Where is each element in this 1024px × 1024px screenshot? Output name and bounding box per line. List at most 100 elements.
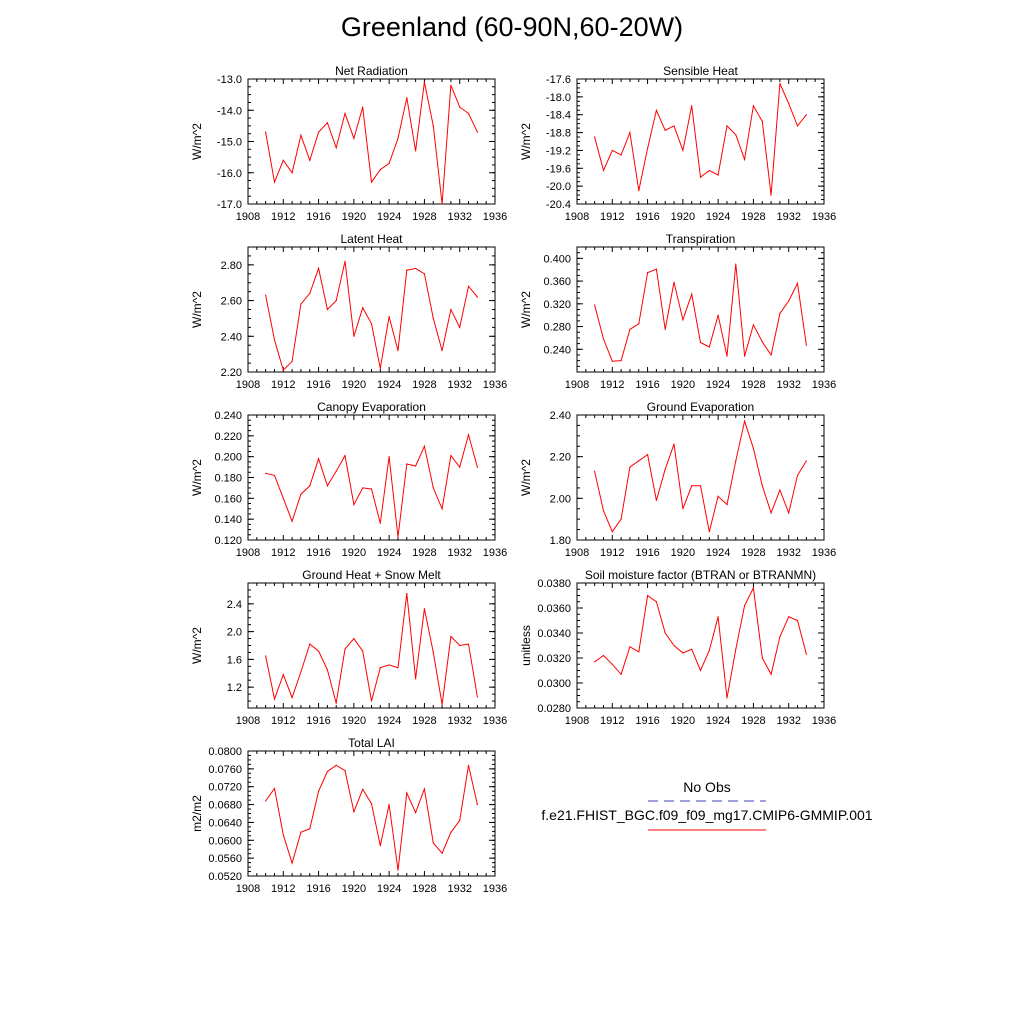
- x-tick-label: 1928: [741, 211, 765, 223]
- data-point: [744, 158, 746, 160]
- data-point: [317, 458, 320, 460]
- x-tick-label: 1928: [412, 715, 436, 727]
- x-tick-label: 1916: [635, 379, 659, 391]
- data-point: [362, 487, 364, 489]
- data-point: [664, 632, 666, 634]
- data-point: [326, 770, 328, 773]
- data-point: [708, 531, 710, 533]
- x-tick-label: 1912: [271, 379, 295, 391]
- data-point: [459, 820, 461, 822]
- x-tick-label: 1920: [342, 883, 366, 895]
- y-axis-label: W/m^2: [190, 627, 204, 664]
- data-point: [744, 604, 746, 607]
- data-point: [397, 137, 399, 139]
- x-tick-label: 1932: [776, 547, 800, 559]
- series-line: [594, 83, 807, 196]
- data-point: [735, 263, 737, 265]
- data-point: [796, 474, 799, 477]
- panel-title: Canopy Evaporation: [317, 400, 426, 414]
- data-point: [699, 341, 702, 344]
- data-point: [335, 147, 337, 149]
- x-tick-label: 1916: [635, 211, 659, 223]
- y-tick-label: 0.0300: [537, 678, 571, 690]
- data-point: [388, 316, 390, 318]
- x-tick-label: 1916: [635, 715, 659, 727]
- data-point: [717, 174, 719, 176]
- y-tick-label: 0.200: [214, 452, 242, 464]
- y-tick-label: -19.2: [546, 145, 571, 157]
- data-point: [282, 369, 284, 371]
- data-point: [273, 339, 276, 341]
- data-point: [602, 510, 605, 512]
- data-point: [629, 328, 631, 330]
- y-tick-label: 2.40: [550, 410, 571, 422]
- y-tick-label: 0.0520: [208, 871, 242, 883]
- plot-frame: [247, 78, 496, 205]
- data-point: [379, 845, 381, 847]
- y-tick-label: 2.4: [227, 599, 242, 611]
- panel-net-radiation: 1908 1912 1916 1920 1924 1928 1932 1936 -17.0 -16…: [190, 64, 507, 223]
- y-tick-label: -20.4: [546, 199, 571, 211]
- y-tick-label: 2.20: [550, 452, 571, 464]
- data-point: [655, 601, 657, 603]
- x-tick-label: 1912: [271, 883, 295, 895]
- x-tick-label: 1908: [565, 547, 589, 559]
- y-tick-label: 0.0560: [208, 853, 242, 865]
- data-point: [664, 129, 666, 131]
- data-point: [432, 317, 434, 320]
- legend: No Obs f.e21.FHIST_BGC.f09_f09_mg17.CMIP…: [541, 779, 873, 831]
- x-tick-label: 1932: [776, 211, 800, 223]
- y-tick-label: 2.00: [550, 493, 571, 505]
- plot-frame: [576, 582, 825, 709]
- x-tick-label: 1924: [706, 379, 730, 391]
- panel-total-lai: 1908 1912 1916 1920 1924 1928 1932 1936 0.0520 0.…: [190, 736, 507, 895]
- y-axis-label: unitless: [519, 625, 533, 666]
- data-point: [423, 788, 426, 790]
- x-tick-label: 1916: [306, 547, 330, 559]
- data-point: [291, 696, 293, 699]
- data-point: [682, 319, 684, 321]
- data-point: [282, 159, 284, 161]
- series-line: [594, 419, 807, 533]
- y-tick-label: 0.400: [543, 253, 571, 265]
- data-point: [370, 323, 373, 325]
- data-point: [717, 495, 719, 497]
- data-point: [682, 508, 684, 510]
- data-point: [594, 661, 596, 663]
- data-point: [432, 651, 434, 654]
- plot-frame: [247, 246, 496, 373]
- x-tick-label: 1916: [306, 715, 330, 727]
- y-tick-label: 1.80: [550, 535, 571, 547]
- data-point: [467, 434, 470, 436]
- data-point: [620, 360, 622, 362]
- data-point: [273, 474, 276, 477]
- y-tick-label: 0.240: [543, 344, 571, 356]
- data-point: [317, 131, 320, 133]
- data-point: [317, 267, 320, 270]
- y-tick-label: -20.0: [546, 181, 571, 193]
- data-point: [788, 512, 790, 514]
- panel-canopy-evaporation: 1908 1912 1916 1920 1924 1928 1932 1936 0.120 0.1…: [190, 400, 507, 559]
- data-point: [682, 652, 684, 654]
- data-point: [379, 522, 381, 524]
- panel-soil-moisture-factor-btran-or-btranmn: 1908 1912 1916 1920 1924 1928 1932 1936 0.0280 0.…: [519, 568, 836, 727]
- x-tick-label: 1908: [565, 211, 589, 223]
- x-tick-label: 1920: [342, 211, 366, 223]
- panel-title: Ground Evaporation: [647, 400, 754, 414]
- plot-frame: [247, 582, 496, 709]
- x-tick-label: 1936: [483, 883, 507, 895]
- data-point: [362, 650, 364, 652]
- data-point: [406, 592, 408, 595]
- x-tick-label: 1924: [706, 547, 730, 559]
- series-line: [594, 263, 807, 362]
- data-point: [752, 447, 755, 449]
- series-line: [594, 586, 807, 699]
- x-tick-label: 1928: [741, 547, 765, 559]
- y-tick-label: 0.0600: [208, 835, 242, 847]
- data-point: [638, 323, 640, 325]
- data-point: [717, 314, 719, 316]
- data-point: [467, 643, 470, 645]
- x-tick-label: 1928: [412, 211, 436, 223]
- data-point: [602, 169, 605, 172]
- x-tick-label: 1928: [741, 379, 765, 391]
